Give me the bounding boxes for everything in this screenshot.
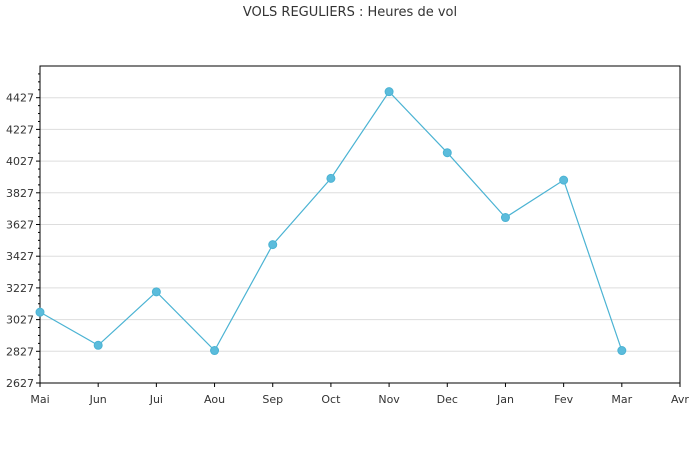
x-tick-label: Mai <box>30 393 49 406</box>
x-tick-label: Jun <box>89 393 107 406</box>
y-tick-label: 3627 <box>6 219 34 232</box>
data-point <box>442 148 452 158</box>
data-point <box>500 213 510 223</box>
chart-title: VOLS REGULIERS : Heures de vol <box>242 5 458 20</box>
x-tick-label: Fev <box>554 393 573 406</box>
x-axis: Mai Jun Jui Aou Sep Oct Nov Dec Jan Fev Mar Avr <box>30 383 689 406</box>
x-tick-label: Jan <box>496 393 514 406</box>
x-tick-label: Aou <box>204 393 225 406</box>
data-point <box>151 287 161 297</box>
y-tick-label: 4427 <box>6 92 34 105</box>
data-point <box>210 346 220 356</box>
grid-lines <box>40 97 680 352</box>
y-tick-label: 3027 <box>6 314 34 327</box>
x-tick-label: Mar <box>611 393 632 406</box>
x-tick-label: Dec <box>437 393 458 406</box>
x-tick-label: Nov <box>378 393 400 406</box>
data-point <box>268 240 278 250</box>
x-tick-label: Sep <box>262 393 283 406</box>
series-line <box>39 90 623 352</box>
data-series <box>35 87 627 356</box>
data-point <box>93 340 103 350</box>
y-tick-label: 3227 <box>6 282 34 295</box>
data-point <box>35 307 45 317</box>
y-axis: 2627 2827 3027 3227 3427 3627 3827 4027 4227 4427 <box>6 73 40 390</box>
x-tick-label: Avr <box>671 393 689 406</box>
y-tick-label: 2627 <box>6 377 34 390</box>
y-tick-label: 4027 <box>6 155 34 168</box>
x-tick-label: Oct <box>321 393 341 406</box>
data-point <box>384 87 394 97</box>
data-point <box>326 173 336 183</box>
x-tick-label: Jui <box>149 393 163 406</box>
data-point <box>559 175 569 185</box>
y-tick-label: 3427 <box>6 250 34 263</box>
y-tick-label: 4227 <box>6 123 34 136</box>
y-tick-label: 3827 <box>6 187 34 200</box>
data-point <box>617 346 627 356</box>
y-tick-label: 2827 <box>6 345 34 358</box>
